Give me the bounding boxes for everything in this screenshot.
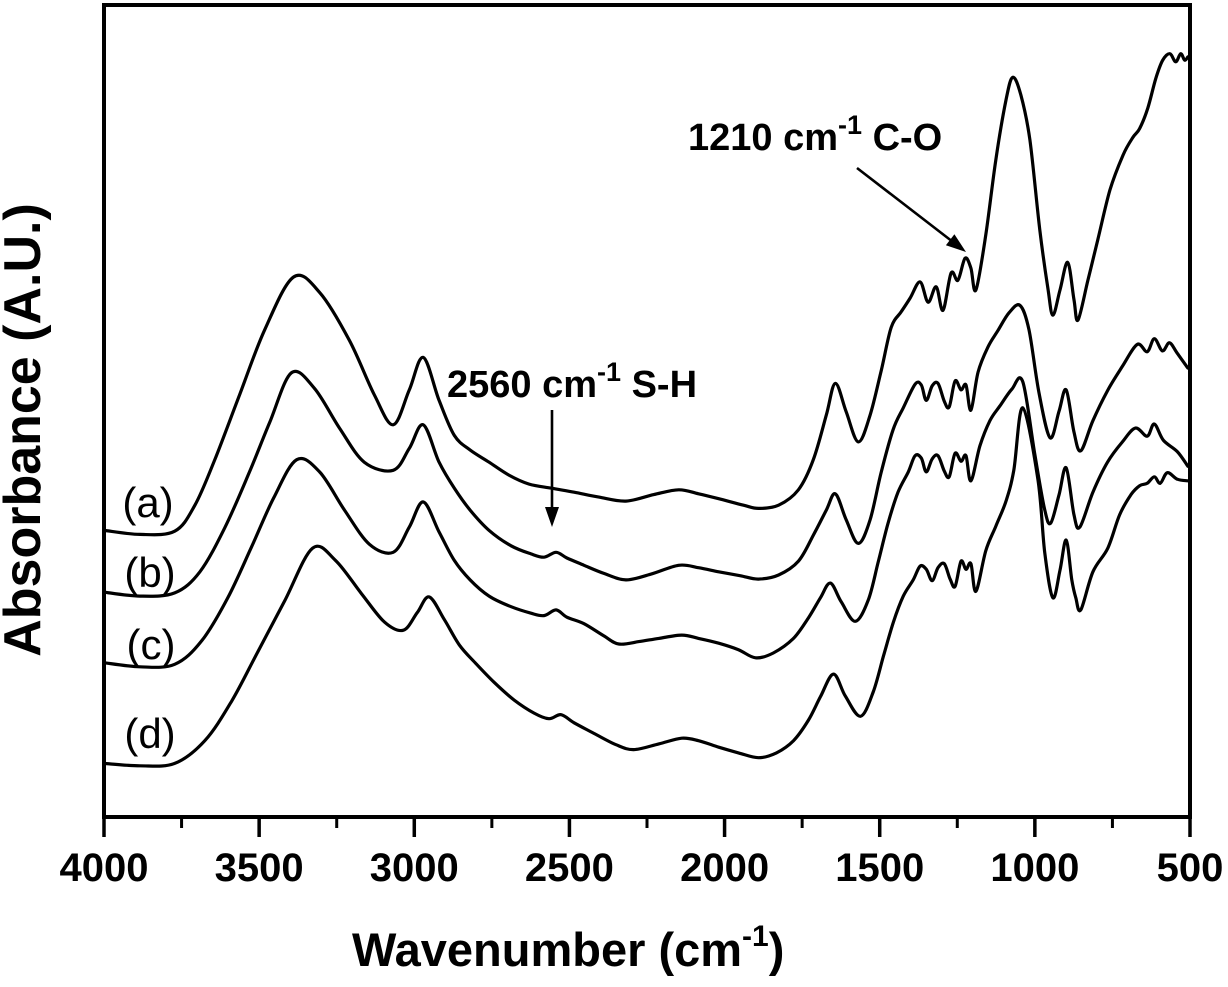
x-tick-label: 1000 [990,846,1079,890]
x-tick-label: 500 [1157,846,1224,890]
spectra-curve-labels: (a) (b) (c) (d) [122,479,175,757]
sh-annotation-label: 2560 cm-1 S-H [447,357,697,406]
sh-annotation-sup: -1 [597,357,621,387]
peak-annotation-arrows [545,166,966,527]
co-annotation-label: 1210 cm-1 C-O [688,110,942,159]
spectra-curves [102,52,1190,768]
y-axis-title: Absorbance (A.U.) [0,203,52,657]
co-annotation-rest: C-O [862,117,942,159]
x-tick-label: 3000 [370,846,459,890]
co-annotation-main: 1210 cm [688,117,838,159]
x-axis-title: Wavenumber (cm-1) [352,920,784,976]
co-peak-arrow-line [856,166,955,244]
curve-label-spectrum-d: (d) [124,710,175,757]
sh-peak-arrowhead [545,507,559,527]
curve-label-spectrum-b: (b) [124,549,175,596]
x-tick-label: 2000 [680,846,769,890]
curve-spectrum-d [102,406,1190,768]
x-axis-title-main: Wavenumber (cm [352,923,742,976]
sh-annotation-rest: S-H [621,364,697,406]
x-axis-ticks [102,817,1192,837]
x-tick-label: 3500 [215,846,304,890]
x-axis-title-sup: -1 [742,920,769,953]
co-peak-arrowhead [945,234,966,252]
curve-spectrum-b [102,303,1190,598]
curve-label-spectrum-a: (a) [122,479,173,526]
x-tick-label: 1500 [835,846,924,890]
sh-annotation-main: 2560 cm [447,364,597,406]
curve-spectrum-a [102,52,1190,537]
x-axis-title-end: ) [769,923,785,976]
curve-spectrum-c [102,376,1190,669]
x-tick-label: 2500 [525,846,614,890]
x-tick-label: 4000 [60,846,149,890]
x-axis-tick-labels: 4000 3500 3000 2500 2000 1500 1000 500 [60,846,1224,890]
curve-label-spectrum-c: (c) [127,621,176,668]
co-annotation-sup: -1 [838,110,862,140]
